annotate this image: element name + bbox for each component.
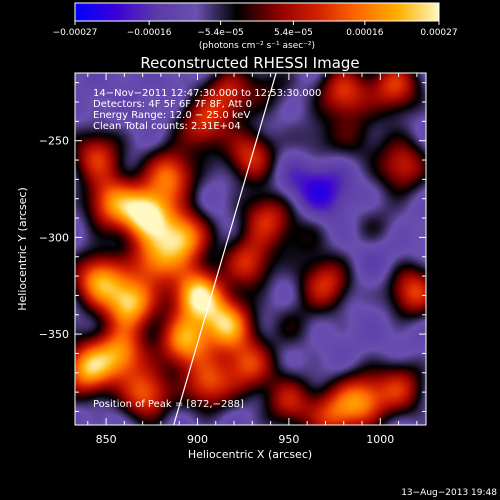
x-tick-label: 950 xyxy=(278,433,299,446)
observation-info-line: 14−Nov−2011 12:47:30.000 to 12:53:30.000 xyxy=(93,88,321,99)
y-tick-label: −350 xyxy=(39,328,69,341)
observation-info-line: Clean Total counts: 2.31E+04 xyxy=(93,121,241,132)
plot-frame xyxy=(74,72,427,426)
heatmap-raster xyxy=(75,73,426,425)
colorbar-tick-label: 0.00027 xyxy=(420,28,457,38)
colorbar-tick-label: −0.00016 xyxy=(127,28,172,38)
colorbar-tick-label: 0.00016 xyxy=(346,28,383,38)
x-tick-label: 1000 xyxy=(366,433,394,446)
solar-limb-line xyxy=(173,73,277,425)
peak-position-label: Position of Peak = [872,−288] xyxy=(93,399,244,410)
footer-timestamp: 13−Aug−2013 19:48 xyxy=(401,488,497,498)
x-axis-label: Heliocentric X (arcsec) xyxy=(188,448,312,461)
colorbar-bar xyxy=(74,2,440,22)
colorbar-tick-label: −5.4e−05 xyxy=(197,28,243,38)
colorbar-tick-label: −0.00027 xyxy=(53,28,98,38)
x-tick-label: 850 xyxy=(96,433,117,446)
observation-info-line: Energy Range: 12.0 − 25.0 keV xyxy=(93,110,250,121)
heatmap-image xyxy=(75,73,426,425)
y-tick-label: −250 xyxy=(39,135,69,148)
colorbar-tick-label: 5.4e−05 xyxy=(274,28,313,38)
colorbar-ticks: −0.00027 −0.00016 −5.4e−05 5.4e−05 0.00016 0.… xyxy=(53,21,458,38)
y-axis-ticks: −250 −300 −350 xyxy=(39,82,426,412)
chart-title: Reconstructed RHESSI Image xyxy=(140,54,359,72)
x-axis-ticks: 850 900 950 1000 xyxy=(87,73,418,446)
colorbar: −0.00027 −0.00016 −5.4e−05 5.4e−05 0.00016 0.… xyxy=(53,2,458,51)
y-tick-label: −300 xyxy=(39,231,69,244)
colorbar-unit-label: (photons cm⁻² s⁻¹ asec⁻²) xyxy=(199,41,315,51)
observation-info: 14−Nov−2011 12:47:30.000 to 12:53:30.000… xyxy=(93,88,321,132)
y-axis-label: Heliocentric Y (arcsec) xyxy=(16,187,29,311)
x-tick-label: 900 xyxy=(187,433,208,446)
observation-info-line: Detectors: 4F 5F 6F 7F 8F, Att 0 xyxy=(93,99,252,110)
